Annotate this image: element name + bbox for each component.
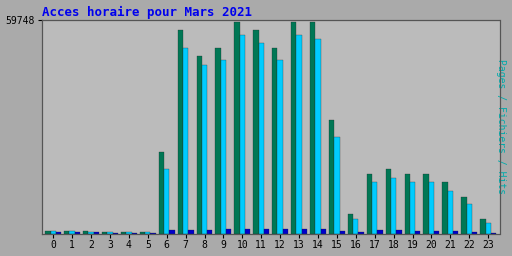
Bar xyxy=(442,182,447,233)
Bar xyxy=(329,120,334,233)
Text: Acces horaire pour Mars 2021: Acces horaire pour Mars 2021 xyxy=(42,6,252,19)
Bar xyxy=(315,39,321,233)
Bar xyxy=(453,231,458,233)
Bar xyxy=(410,182,415,233)
Bar xyxy=(485,223,491,233)
Bar xyxy=(396,230,401,233)
Bar xyxy=(291,22,296,233)
Bar xyxy=(164,169,169,233)
Bar xyxy=(264,229,269,233)
Bar xyxy=(302,229,307,233)
Bar xyxy=(83,231,89,233)
Bar xyxy=(348,214,353,233)
Bar xyxy=(94,232,99,233)
Bar xyxy=(108,232,113,233)
Bar xyxy=(480,219,485,233)
Bar xyxy=(283,229,288,233)
Bar xyxy=(64,231,70,233)
Bar xyxy=(169,230,175,233)
Bar xyxy=(367,174,372,233)
Bar xyxy=(253,30,259,233)
Bar xyxy=(434,231,439,233)
Bar xyxy=(145,232,151,233)
Bar xyxy=(447,191,453,233)
Bar xyxy=(45,231,51,233)
Bar xyxy=(296,35,302,233)
Bar xyxy=(423,174,429,233)
Bar xyxy=(272,48,278,233)
Bar xyxy=(334,137,339,233)
Bar xyxy=(278,60,283,233)
Bar xyxy=(102,232,108,233)
Bar xyxy=(234,22,240,233)
Bar xyxy=(339,231,345,233)
Bar xyxy=(226,229,231,233)
Bar xyxy=(415,231,420,233)
Bar xyxy=(89,232,94,233)
Bar xyxy=(429,182,434,233)
Bar xyxy=(70,231,75,233)
Bar xyxy=(126,232,132,233)
Bar xyxy=(51,231,56,233)
Bar xyxy=(386,169,391,233)
Bar xyxy=(377,230,382,233)
Bar xyxy=(221,60,226,233)
Bar xyxy=(75,232,80,233)
Bar xyxy=(240,35,245,233)
Bar xyxy=(358,232,364,233)
Bar xyxy=(245,229,250,233)
Bar xyxy=(188,230,194,233)
Bar xyxy=(404,174,410,233)
Bar xyxy=(197,56,202,233)
Bar xyxy=(391,178,396,233)
Y-axis label: Pages / Fichiers / Hits: Pages / Fichiers / Hits xyxy=(497,59,506,194)
Bar xyxy=(466,204,472,233)
Bar xyxy=(121,232,126,233)
Bar xyxy=(183,48,188,233)
Bar xyxy=(372,182,377,233)
Bar xyxy=(56,232,61,233)
Bar xyxy=(140,232,145,233)
Bar xyxy=(321,229,326,233)
Bar xyxy=(353,219,358,233)
Bar xyxy=(207,230,212,233)
Bar xyxy=(461,197,466,233)
Bar xyxy=(310,22,315,233)
Bar xyxy=(178,30,183,233)
Bar xyxy=(159,152,164,233)
Bar xyxy=(202,65,207,233)
Bar xyxy=(472,232,477,233)
Bar xyxy=(216,48,221,233)
Bar xyxy=(259,43,264,233)
